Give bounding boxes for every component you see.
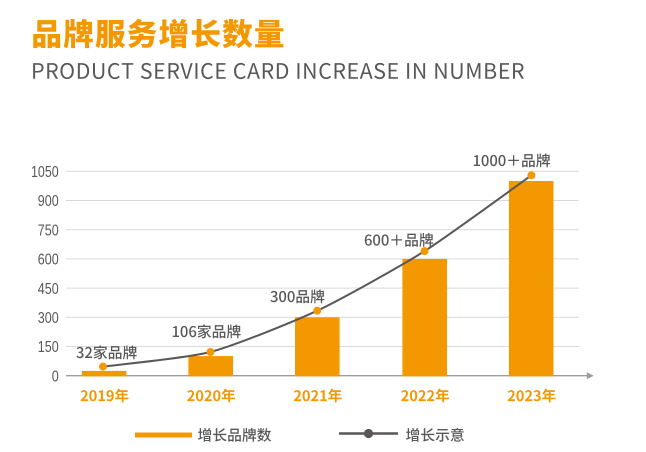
svg-text:600: 600 [38,252,59,269]
svg-text:0: 0 [52,368,59,385]
svg-text:300: 300 [38,310,59,327]
svg-text:450: 450 [38,281,59,298]
svg-text:1050: 1050 [31,164,59,181]
svg-text:150: 150 [38,339,59,356]
svg-text:900: 900 [38,193,59,210]
svg-text:750: 750 [38,222,59,239]
